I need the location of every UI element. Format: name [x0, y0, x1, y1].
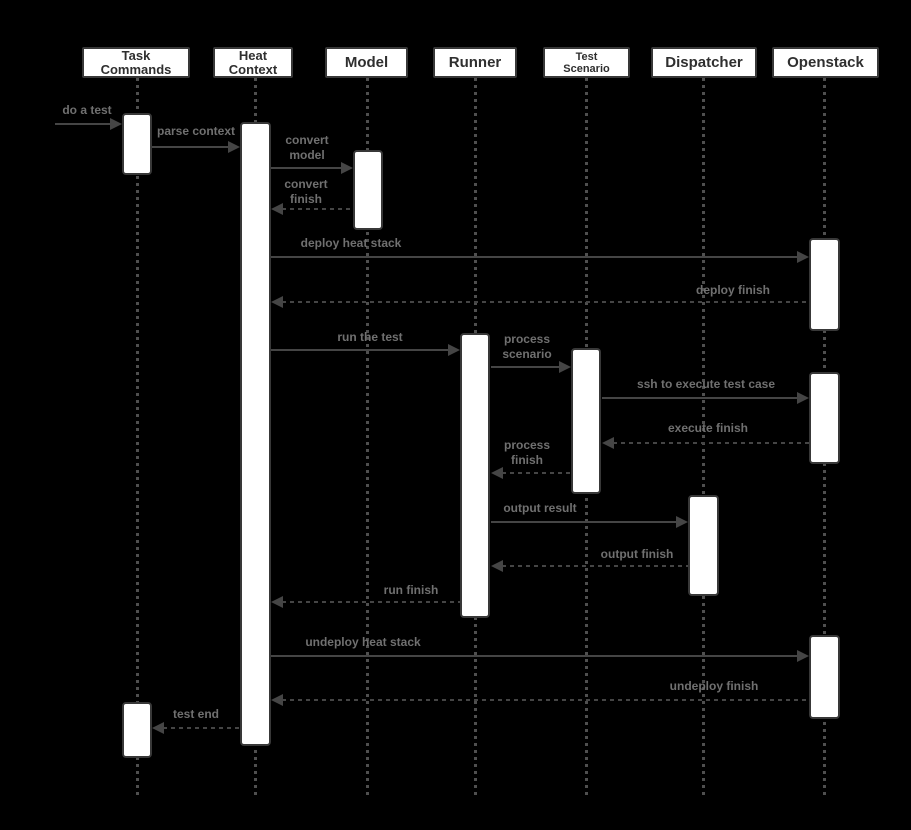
message-line: [282, 301, 809, 303]
message-label: do a test: [62, 103, 112, 117]
arrowhead-icon: [110, 118, 122, 130]
message-line: [502, 565, 688, 567]
participant-box-model: Model: [325, 47, 408, 78]
message-label: convert model: [285, 133, 329, 162]
arrowhead-icon: [491, 560, 503, 572]
participant-box-test-scenario: Test Scenario: [543, 47, 630, 78]
message-label: deploy finish: [695, 283, 771, 297]
arrowhead-icon: [448, 344, 460, 356]
participant-box-dispatcher: Dispatcher: [651, 47, 757, 78]
lifeline-task-commands: [135, 78, 139, 797]
arrowhead-icon: [797, 650, 809, 662]
arrowhead-icon: [271, 596, 283, 608]
arrowhead-icon: [797, 392, 809, 404]
message-line: [271, 349, 449, 351]
arrowhead-icon: [271, 203, 283, 215]
message-line: [163, 727, 240, 729]
participant-label: Test Scenario: [563, 50, 610, 75]
message-label: ssh to execute test case: [636, 377, 776, 391]
message-line: [271, 655, 798, 657]
participant-label: Runner: [448, 54, 502, 71]
message-line: [602, 397, 798, 399]
arrowhead-icon: [559, 361, 571, 373]
arrowhead-icon: [152, 722, 164, 734]
message-label: execute finish: [667, 421, 749, 435]
activation-bar-model: [353, 150, 383, 230]
activation-bar-openstack: [809, 372, 840, 464]
message-label: output result: [503, 501, 577, 515]
participant-box-task-commands: Task Commands: [82, 47, 190, 78]
message-label: undeploy heat stack: [305, 635, 421, 649]
message-label: test end: [172, 707, 220, 721]
message-line: [271, 167, 342, 169]
message-label: deploy heat stack: [300, 236, 402, 250]
message-line: [152, 146, 229, 148]
activation-bar-task-commands: [122, 702, 152, 758]
message-label: process scenario: [502, 332, 552, 361]
participant-box-heat-context: Heat Context: [213, 47, 293, 78]
message-label: process finish: [503, 438, 551, 467]
activation-bar-runner: [460, 333, 490, 618]
activation-bar-openstack: [809, 635, 840, 719]
message-line: [491, 366, 560, 368]
activation-bar-heat-context: [240, 122, 271, 746]
message-line: [55, 123, 111, 125]
participant-label: Model: [344, 54, 389, 71]
participant-box-runner: Runner: [433, 47, 517, 78]
activation-bar-test-scenario: [571, 348, 601, 494]
message-label: run finish: [383, 583, 439, 597]
message-line: [271, 256, 798, 258]
message-label: parse context: [156, 124, 236, 138]
arrowhead-icon: [602, 437, 614, 449]
arrowhead-icon: [797, 251, 809, 263]
activation-bar-task-commands: [122, 113, 152, 175]
activation-bar-openstack: [809, 238, 840, 331]
participant-label: Heat Context: [228, 47, 278, 77]
message-line: [613, 442, 809, 444]
message-label: convert finish: [284, 177, 328, 206]
message-line: [282, 208, 353, 210]
message-line: [282, 699, 809, 701]
participant-label: Dispatcher: [665, 54, 743, 71]
arrowhead-icon: [228, 141, 240, 153]
message-line: [491, 521, 677, 523]
message-label: undeploy finish: [669, 679, 759, 693]
arrowhead-icon: [676, 516, 688, 528]
participant-label: Task Commands: [100, 47, 172, 77]
message-label: run the test: [337, 330, 403, 344]
arrowhead-icon: [271, 296, 283, 308]
message-label: output finish: [600, 547, 674, 561]
participant-label: Openstack: [787, 54, 864, 71]
arrowhead-icon: [491, 467, 503, 479]
lifeline-dispatcher: [701, 78, 705, 797]
message-line: [282, 601, 460, 603]
lifeline-model: [365, 78, 369, 797]
arrowhead-icon: [341, 162, 353, 174]
message-line: [502, 472, 571, 474]
participant-box-openstack: Openstack: [772, 47, 879, 78]
activation-bar-dispatcher: [688, 495, 719, 596]
arrowhead-icon: [271, 694, 283, 706]
